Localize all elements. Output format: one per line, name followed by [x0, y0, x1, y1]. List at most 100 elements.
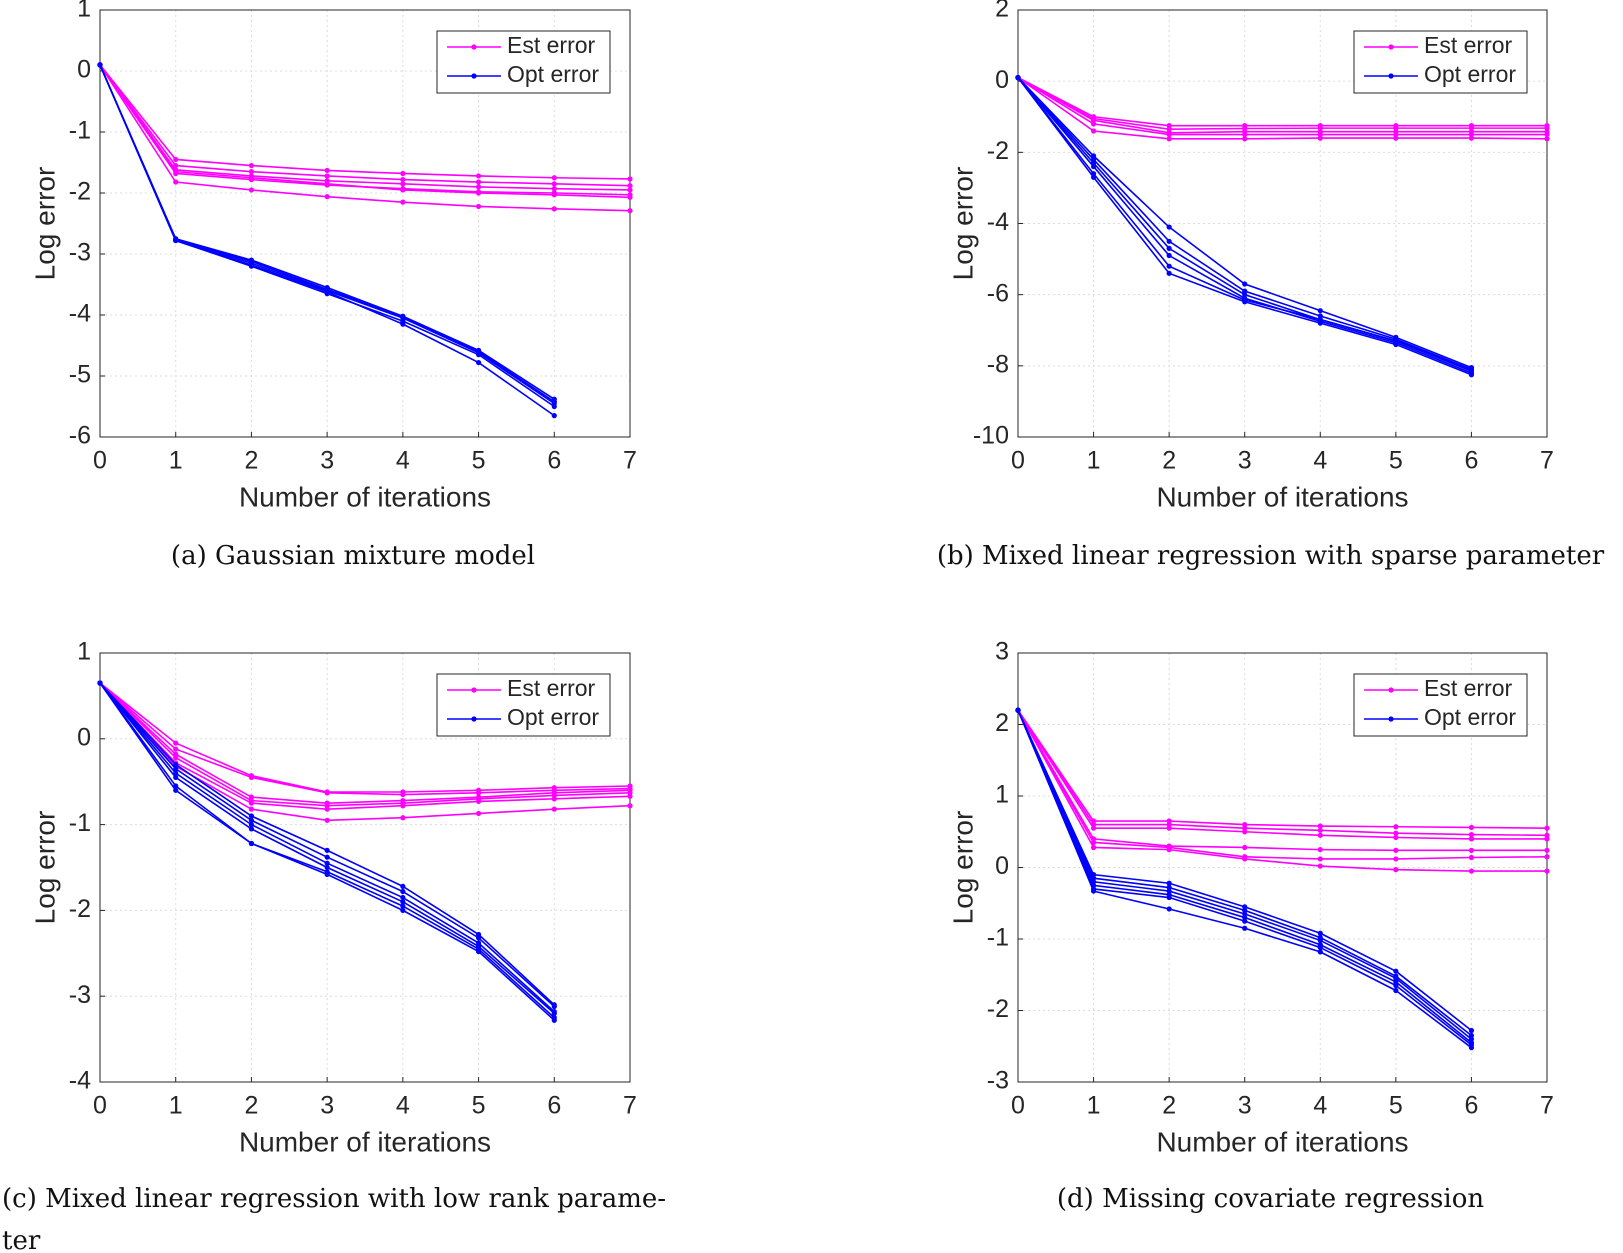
- x-tick-label: 3: [320, 1092, 334, 1120]
- legend-marker: [1388, 687, 1394, 693]
- x-tick-label: 0: [1011, 447, 1025, 475]
- point: [1166, 825, 1172, 831]
- point: [1393, 135, 1399, 141]
- legend-label: Opt error: [507, 61, 599, 87]
- point: [551, 1010, 557, 1016]
- x-tick-label: 1: [169, 447, 183, 475]
- y-tick-label: 0: [995, 852, 1009, 880]
- x-tick-label: 2: [244, 447, 258, 475]
- point: [1090, 174, 1097, 180]
- point: [1242, 907, 1248, 914]
- point: [551, 181, 557, 187]
- y-tick-label: 1: [77, 0, 91, 23]
- point: [1468, 832, 1475, 838]
- point: [1015, 707, 1021, 713]
- point: [1242, 856, 1248, 862]
- point: [324, 817, 330, 823]
- point: [324, 181, 330, 187]
- x-tick-label: 4: [1313, 447, 1327, 475]
- point: [1468, 847, 1475, 853]
- x-tick-label: 2: [1162, 1092, 1176, 1120]
- point: [551, 1003, 557, 1010]
- legend-marker: [471, 73, 477, 79]
- point: [400, 894, 406, 901]
- x-tick-label: 7: [1540, 447, 1554, 475]
- point: [1317, 863, 1323, 869]
- point: [1544, 836, 1550, 842]
- point: [1468, 131, 1475, 138]
- point: [1317, 316, 1323, 323]
- point: [551, 1017, 557, 1023]
- point: [1166, 822, 1172, 828]
- y-tick-label: -1: [69, 809, 91, 837]
- y-tick-label: -8: [987, 350, 1009, 378]
- run-line: [1017, 76, 1547, 127]
- x-tick-label: 2: [244, 1092, 258, 1120]
- x-tick-label: 5: [472, 1092, 486, 1120]
- point: [400, 181, 406, 187]
- run-line: [1017, 76, 1548, 140]
- x-tick-label: 5: [472, 447, 486, 475]
- run-line: [1017, 709, 1547, 852]
- point: [1242, 914, 1248, 921]
- y-axis-label: Log error: [947, 811, 978, 925]
- run-line: [99, 64, 631, 180]
- caption: (d) Missing covariate regression: [1057, 1184, 1484, 1214]
- y-tick-label: -2: [69, 178, 91, 206]
- y-tick-label: -3: [69, 239, 91, 267]
- point: [1166, 263, 1172, 269]
- point: [1090, 825, 1097, 831]
- subplot: 0 1 2 3 4 5 6 7 -6 -5 -4 -3 -2 -1 0 1 Number of iteratio…: [29, 0, 637, 571]
- point: [1166, 245, 1172, 252]
- x-tick-label: 7: [623, 447, 637, 475]
- point: [475, 790, 482, 796]
- point: [1317, 125, 1323, 131]
- point: [1468, 836, 1475, 842]
- point: [1166, 224, 1172, 230]
- point: [627, 187, 633, 193]
- point: [1468, 135, 1475, 141]
- legend-box: [1353, 30, 1528, 94]
- x-axis-label: Number of iterations: [239, 481, 491, 512]
- point: [173, 179, 179, 185]
- point: [475, 359, 482, 366]
- point: [627, 208, 633, 214]
- point: [1468, 868, 1475, 874]
- point: [1393, 824, 1399, 830]
- axes-box: [99, 9, 631, 438]
- point: [173, 746, 179, 752]
- run-line: [1017, 76, 1547, 134]
- point: [475, 349, 482, 355]
- point: [1242, 281, 1248, 287]
- point: [173, 755, 179, 761]
- point: [173, 761, 179, 768]
- point: [1393, 125, 1399, 131]
- point: [1242, 292, 1248, 298]
- point: [627, 793, 633, 799]
- legend-box: [436, 30, 611, 94]
- point: [1393, 847, 1399, 853]
- point: [324, 790, 330, 796]
- run-line: [99, 682, 631, 804]
- point: [627, 803, 633, 809]
- point: [1242, 904, 1248, 910]
- legend-marker: [471, 716, 477, 722]
- point: [1166, 880, 1172, 886]
- x-tick-label: 1: [1087, 1092, 1101, 1120]
- point: [1317, 135, 1323, 141]
- y-axis-label: Log error: [29, 167, 60, 281]
- point: [475, 184, 482, 190]
- point: [1242, 299, 1248, 305]
- point: [248, 169, 255, 175]
- point: [1393, 982, 1399, 989]
- point: [1468, 1045, 1475, 1051]
- run-line: [1017, 709, 1548, 860]
- point: [248, 262, 255, 268]
- point: [1468, 125, 1475, 131]
- y-tick-label: 0: [995, 66, 1009, 94]
- caption: (c) Mixed linear regression with low ran…: [2, 1184, 666, 1214]
- x-axis-label: Number of iterations: [1156, 481, 1408, 512]
- run-line: [99, 64, 631, 191]
- point: [248, 822, 255, 828]
